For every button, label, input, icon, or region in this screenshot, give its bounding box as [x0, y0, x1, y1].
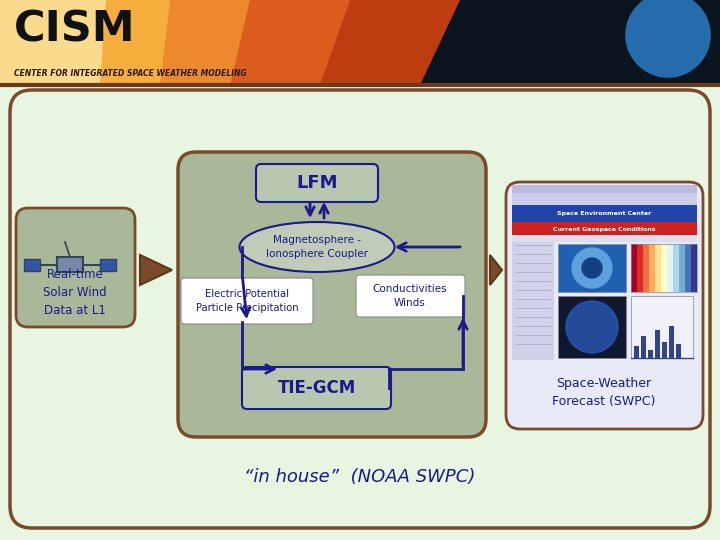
Polygon shape [490, 255, 502, 285]
FancyBboxPatch shape [667, 244, 673, 292]
Polygon shape [0, 0, 106, 85]
FancyBboxPatch shape [691, 244, 697, 292]
Circle shape [566, 301, 618, 353]
Text: TIE-GCM: TIE-GCM [278, 379, 356, 397]
FancyBboxPatch shape [634, 346, 639, 358]
FancyBboxPatch shape [631, 244, 637, 292]
FancyBboxPatch shape [631, 296, 693, 358]
FancyBboxPatch shape [0, 0, 720, 85]
FancyBboxPatch shape [16, 208, 135, 327]
FancyBboxPatch shape [655, 244, 661, 292]
FancyBboxPatch shape [648, 350, 653, 358]
Text: Conductivities
Winds: Conductivities Winds [373, 285, 447, 308]
FancyBboxPatch shape [673, 244, 679, 292]
FancyBboxPatch shape [558, 244, 626, 292]
Polygon shape [0, 0, 350, 85]
FancyBboxPatch shape [649, 244, 655, 292]
FancyBboxPatch shape [676, 344, 681, 358]
FancyBboxPatch shape [100, 259, 116, 271]
FancyBboxPatch shape [512, 185, 697, 193]
FancyBboxPatch shape [512, 222, 697, 235]
FancyBboxPatch shape [661, 244, 667, 292]
FancyBboxPatch shape [242, 367, 391, 409]
FancyBboxPatch shape [662, 342, 667, 358]
Polygon shape [0, 0, 250, 85]
FancyBboxPatch shape [558, 296, 626, 358]
FancyBboxPatch shape [643, 244, 649, 292]
FancyBboxPatch shape [669, 326, 674, 358]
Text: Electric Potential
Particle Precipitation: Electric Potential Particle Precipitatio… [196, 289, 298, 313]
Polygon shape [0, 0, 460, 85]
Circle shape [626, 0, 710, 77]
FancyBboxPatch shape [679, 244, 685, 292]
FancyBboxPatch shape [512, 205, 697, 222]
Polygon shape [140, 255, 172, 285]
Text: Space Environment Center: Space Environment Center [557, 211, 651, 215]
Text: Space-Weather
Forecast (SWPC): Space-Weather Forecast (SWPC) [552, 376, 656, 408]
Circle shape [626, 0, 710, 77]
FancyBboxPatch shape [57, 257, 83, 272]
Circle shape [582, 258, 602, 278]
FancyBboxPatch shape [512, 242, 554, 360]
FancyBboxPatch shape [685, 244, 691, 292]
Text: Real-time
Solar Wind
Data at L1: Real-time Solar Wind Data at L1 [43, 267, 107, 316]
Text: “in house”  (NOAA SWPC): “in house” (NOAA SWPC) [244, 468, 476, 486]
FancyBboxPatch shape [10, 90, 710, 528]
Text: LFM: LFM [296, 174, 338, 192]
FancyBboxPatch shape [512, 235, 697, 242]
FancyBboxPatch shape [356, 275, 465, 317]
Text: CENTER FOR INTEGRATED SPACE WEATHER MODELING: CENTER FOR INTEGRATED SPACE WEATHER MODE… [14, 69, 247, 78]
FancyBboxPatch shape [178, 152, 486, 437]
FancyBboxPatch shape [256, 164, 378, 202]
FancyBboxPatch shape [506, 182, 703, 429]
FancyBboxPatch shape [655, 330, 660, 358]
Text: Current Geospace Conditions: Current Geospace Conditions [553, 226, 655, 232]
Circle shape [566, 301, 618, 353]
FancyBboxPatch shape [181, 278, 313, 324]
Circle shape [572, 248, 612, 288]
Polygon shape [0, 0, 170, 85]
FancyBboxPatch shape [641, 336, 646, 358]
FancyBboxPatch shape [512, 193, 697, 205]
FancyBboxPatch shape [24, 259, 40, 271]
Text: CISM: CISM [14, 9, 135, 51]
Ellipse shape [240, 222, 395, 272]
Text: Magnetosphere -
Ionosphere Coupler: Magnetosphere - Ionosphere Coupler [266, 235, 368, 259]
FancyBboxPatch shape [637, 244, 643, 292]
